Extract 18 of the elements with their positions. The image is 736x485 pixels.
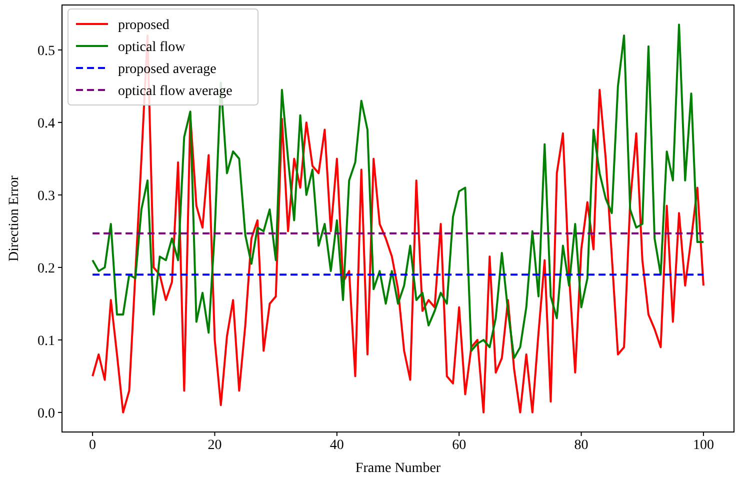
y-tick-label: 0.3 <box>38 188 55 204</box>
y-tick-label: 0.1 <box>38 334 55 349</box>
legend-label: proposed <box>118 18 170 33</box>
x-axis-title: Frame Number <box>355 461 441 476</box>
x-tick-label: 20 <box>208 438 222 453</box>
y-tick-label: 0.0 <box>38 406 55 422</box>
x-tick-label: 0 <box>89 438 96 453</box>
y-tick-label: 0.5 <box>38 44 55 59</box>
legend-label: optical flow <box>118 40 186 55</box>
x-tick-label: 60 <box>452 438 466 453</box>
y-tick-label: 0.2 <box>38 261 55 276</box>
legend-label: optical flow average <box>118 84 232 99</box>
x-tick-label: 80 <box>574 438 588 453</box>
legend-label: proposed average <box>118 62 216 77</box>
y-axis-title: Direction Error <box>7 175 22 262</box>
y-tick-label: 0.4 <box>38 116 55 132</box>
x-tick-label: 40 <box>330 438 344 453</box>
x-tick-label: 100 <box>692 438 714 453</box>
